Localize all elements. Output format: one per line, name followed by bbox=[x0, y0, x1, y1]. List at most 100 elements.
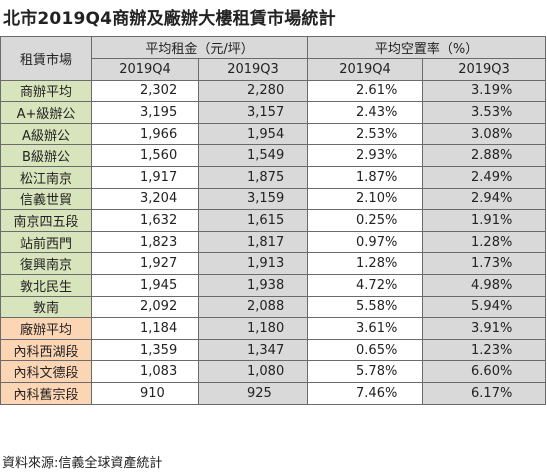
table-row: B級辦公 1,560 1,549 2.93% 2.88% bbox=[0, 144, 547, 167]
row-rent-q4-cell: 1,560 bbox=[91, 144, 199, 167]
row-rent-q4-cell: 2,302 bbox=[91, 79, 199, 103]
table-row: 站前西門 1,823 1,817 0.97% 1.28% bbox=[0, 230, 547, 254]
row-vacancy-q3-cell: 1.23% bbox=[422, 338, 547, 362]
row-market-cell: A+級辦公 bbox=[0, 101, 92, 124]
row-rent-q4-cell: 1,966 bbox=[91, 122, 199, 146]
table-row: A+級辦公 3,195 3,157 2.43% 3.53% bbox=[0, 101, 547, 124]
row-vacancy-q4-cell: 5.78% bbox=[307, 360, 424, 383]
row-vacancy-q4-cell: 1.87% bbox=[307, 165, 424, 189]
rental-market-table: 租賃市場 平均租金（元/坪） 平均空置率（%） 2019Q4 2019Q3 20… bbox=[0, 36, 547, 405]
row-vacancy-q4-cell: 4.72% bbox=[307, 273, 424, 297]
row-vacancy-q3-cell: 2.88% bbox=[422, 144, 547, 167]
row-rent-q4-cell: 1,632 bbox=[91, 209, 199, 232]
header-vacancy-q3: 2019Q3 bbox=[422, 58, 547, 81]
header-rent-q4: 2019Q4 bbox=[91, 58, 199, 81]
row-rent-q3-cell: 3,159 bbox=[197, 187, 309, 211]
row-rent-q4-cell: 1,927 bbox=[91, 252, 199, 275]
row-vacancy-q4-cell: 0.25% bbox=[307, 209, 424, 232]
row-vacancy-q3-cell: 2.49% bbox=[422, 165, 547, 189]
table-row: 信義世貿 3,204 3,159 2.10% 2.94% bbox=[0, 187, 547, 211]
row-rent-q4-cell: 910 bbox=[91, 381, 199, 405]
row-vacancy-q3-cell: 1.73% bbox=[422, 252, 547, 275]
table-body: 商辦平均 2,302 2,280 2.61% 3.19% A+級辦公 3,195 3,157 2… bbox=[0, 79, 547, 405]
row-rent-q4-cell: 1,184 bbox=[91, 317, 199, 340]
table-row: 南京四五段 1,632 1,615 0.25% 1.91% bbox=[0, 209, 547, 232]
row-rent-q3-cell: 1,875 bbox=[197, 165, 309, 189]
row-vacancy-q4-cell: 1.28% bbox=[307, 252, 424, 275]
row-vacancy-q3-cell: 4.98% bbox=[422, 273, 547, 297]
row-rent-q4-cell: 1,917 bbox=[91, 165, 199, 189]
row-market-cell: 復興南京 bbox=[0, 252, 92, 275]
row-rent-q3-cell: 2,280 bbox=[197, 79, 309, 103]
row-market-cell: 廠辦平均 bbox=[0, 317, 92, 340]
row-vacancy-q4-cell: 0.65% bbox=[307, 338, 424, 362]
table-row: 商辦平均 2,302 2,280 2.61% 3.19% bbox=[0, 79, 547, 103]
row-market-cell: B級辦公 bbox=[0, 144, 92, 167]
row-vacancy-q4-cell: 3.61% bbox=[307, 317, 424, 340]
row-rent-q3-cell: 1,913 bbox=[197, 252, 309, 275]
row-vacancy-q4-cell: 2.61% bbox=[307, 79, 424, 103]
page-title: 北市2019Q4商辦及廠辦大樓租賃市場統計 bbox=[3, 9, 336, 29]
table-row: 內科舊宗段 910 925 7.46% 6.17% bbox=[0, 381, 547, 405]
row-rent-q4-cell: 2,092 bbox=[91, 295, 199, 319]
table-row: A級辦公 1,966 1,954 2.53% 3.08% bbox=[0, 122, 547, 146]
header-vacancy-group: 平均空置率（%） bbox=[307, 36, 547, 59]
row-market-cell: A級辦公 bbox=[0, 122, 92, 146]
row-rent-q3-cell: 1,954 bbox=[197, 122, 309, 146]
row-market-cell: 信義世貿 bbox=[0, 187, 92, 211]
row-market-cell: 內科舊宗段 bbox=[0, 381, 92, 405]
row-market-cell: 松江南京 bbox=[0, 165, 92, 189]
table-row: 復興南京 1,927 1,913 1.28% 1.73% bbox=[0, 252, 547, 275]
table-row: 內科文德段 1,083 1,080 5.78% 6.60% bbox=[0, 360, 547, 383]
row-rent-q3-cell: 2,088 bbox=[197, 295, 309, 319]
table-row: 敦北民生 1,945 1,938 4.72% 4.98% bbox=[0, 273, 547, 297]
row-vacancy-q3-cell: 3.19% bbox=[422, 79, 547, 103]
row-rent-q3-cell: 925 bbox=[197, 381, 309, 405]
row-vacancy-q4-cell: 7.46% bbox=[307, 381, 424, 405]
row-vacancy-q3-cell: 3.08% bbox=[422, 122, 547, 146]
row-vacancy-q4-cell: 5.58% bbox=[307, 295, 424, 319]
row-rent-q4-cell: 1,359 bbox=[91, 338, 199, 362]
row-rent-q4-cell: 3,195 bbox=[91, 101, 199, 124]
row-rent-q3-cell: 1,347 bbox=[197, 338, 309, 362]
row-vacancy-q3-cell: 2.94% bbox=[422, 187, 547, 211]
row-rent-q3-cell: 1,817 bbox=[197, 230, 309, 254]
row-vacancy-q3-cell: 1.91% bbox=[422, 209, 547, 232]
row-vacancy-q3-cell: 6.60% bbox=[422, 360, 547, 383]
row-vacancy-q3-cell: 1.28% bbox=[422, 230, 547, 254]
row-vacancy-q4-cell: 2.10% bbox=[307, 187, 424, 211]
table-row: 松江南京 1,917 1,875 1.87% 2.49% bbox=[0, 165, 547, 189]
row-rent-q3-cell: 1,080 bbox=[197, 360, 309, 383]
row-rent-q3-cell: 1,938 bbox=[197, 273, 309, 297]
row-vacancy-q4-cell: 0.97% bbox=[307, 230, 424, 254]
row-rent-q4-cell: 1,945 bbox=[91, 273, 199, 297]
row-rent-q4-cell: 1,083 bbox=[91, 360, 199, 383]
row-vacancy-q3-cell: 6.17% bbox=[422, 381, 547, 405]
table-row: 敦南 2,092 2,088 5.58% 5.94% bbox=[0, 295, 547, 319]
row-vacancy-q3-cell: 5.94% bbox=[422, 295, 547, 319]
row-rent-q3-cell: 1,549 bbox=[197, 144, 309, 167]
header-rent-q3: 2019Q3 bbox=[197, 58, 309, 81]
row-market-cell: 站前西門 bbox=[0, 230, 92, 254]
row-rent-q3-cell: 1,180 bbox=[197, 317, 309, 340]
row-market-cell: 內科文德段 bbox=[0, 360, 92, 383]
header-vacancy-q4: 2019Q4 bbox=[307, 58, 424, 81]
row-vacancy-q3-cell: 3.91% bbox=[422, 317, 547, 340]
row-market-cell: 敦北民生 bbox=[0, 273, 92, 297]
row-vacancy-q4-cell: 2.93% bbox=[307, 144, 424, 167]
row-market-cell: 南京四五段 bbox=[0, 209, 92, 232]
table-row: 內科西湖段 1,359 1,347 0.65% 1.23% bbox=[0, 338, 547, 362]
header-market: 租賃市場 bbox=[0, 36, 92, 81]
header-rent-group: 平均租金（元/坪） bbox=[90, 36, 309, 59]
source-note: 資料來源:信義全球資產統計 bbox=[2, 456, 163, 471]
row-rent-q3-cell: 3,157 bbox=[197, 101, 309, 124]
row-vacancy-q4-cell: 2.53% bbox=[307, 122, 424, 146]
row-vacancy-q3-cell: 3.53% bbox=[422, 101, 547, 124]
row-rent-q4-cell: 3,204 bbox=[91, 187, 199, 211]
row-rent-q3-cell: 1,615 bbox=[197, 209, 309, 232]
row-market-cell: 商辦平均 bbox=[0, 79, 92, 103]
row-rent-q4-cell: 1,823 bbox=[91, 230, 199, 254]
row-vacancy-q4-cell: 2.43% bbox=[307, 101, 424, 124]
table-row: 廠辦平均 1,184 1,180 3.61% 3.91% bbox=[0, 317, 547, 340]
row-market-cell: 敦南 bbox=[0, 295, 92, 319]
